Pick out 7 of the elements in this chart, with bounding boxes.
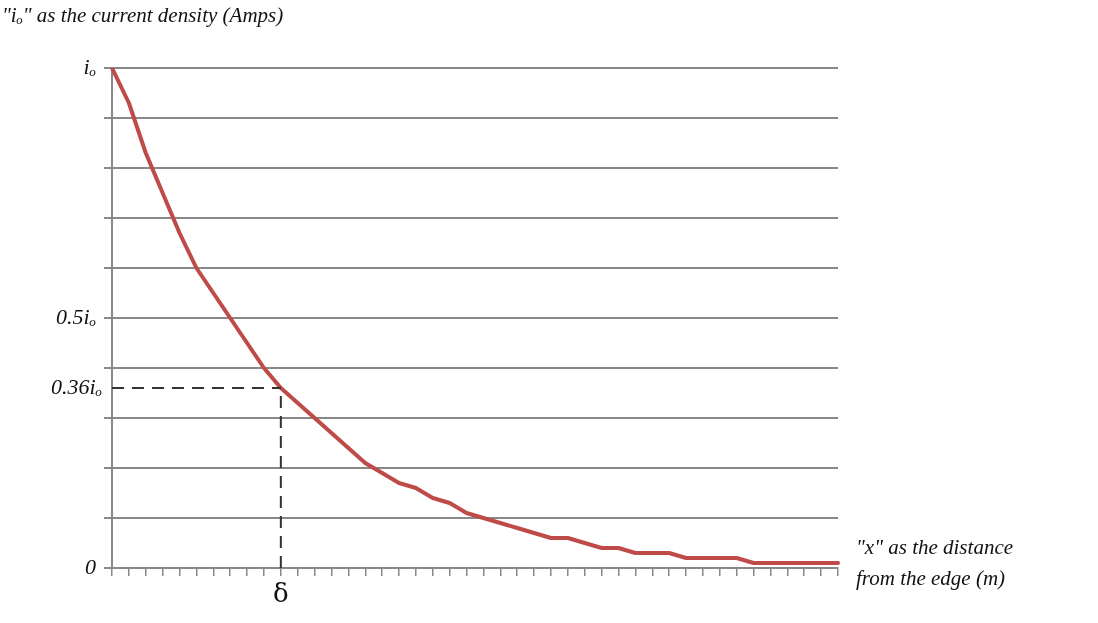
y-axis-title: "iₒ" as the current density (Amps) bbox=[2, 2, 284, 29]
y-tick-label: iₒ bbox=[83, 53, 96, 79]
x-axis-title: "x" as the distance from the edge (m) bbox=[856, 534, 1014, 592]
y-tick-label: 0.5iₒ bbox=[56, 303, 96, 329]
ref-line-label: 0.36iₒ bbox=[51, 373, 102, 399]
y-tick-label: 0 bbox=[85, 553, 96, 579]
x-tick-label: δ bbox=[273, 578, 289, 609]
